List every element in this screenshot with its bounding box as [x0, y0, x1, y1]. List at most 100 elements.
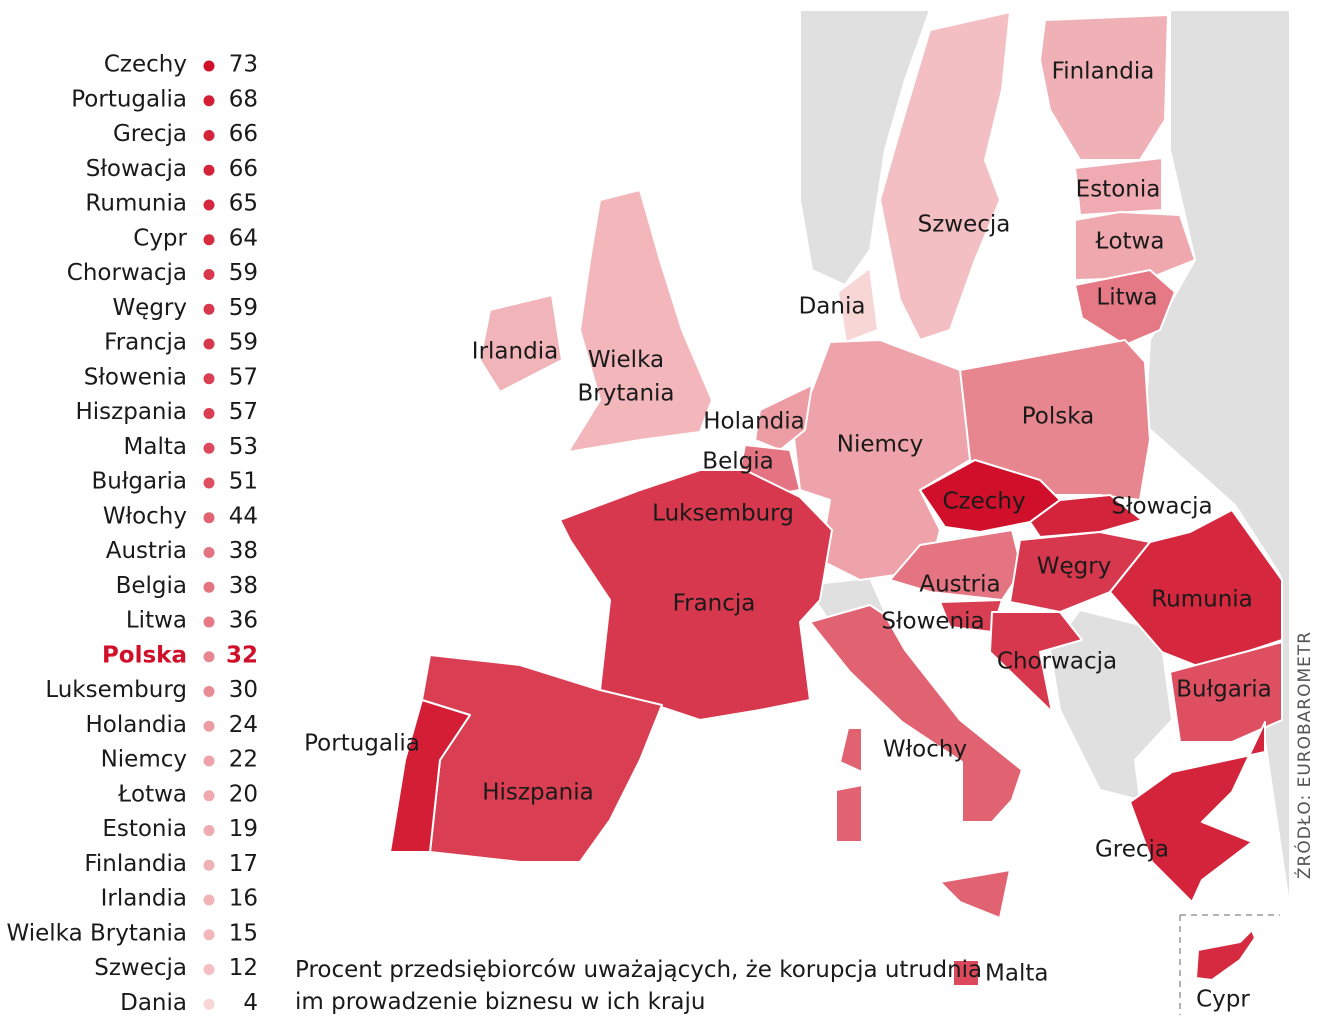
country-value: 64	[229, 225, 258, 251]
country-value: 30	[229, 677, 258, 703]
value-dot	[203, 373, 215, 385]
country-name: Irlandia	[101, 886, 187, 912]
country-name: Łotwa	[117, 781, 187, 807]
country-value: 36	[229, 608, 258, 634]
country-value: 4	[243, 990, 258, 1016]
country-name: Belgia	[116, 573, 187, 599]
country-name: Luksemburg	[45, 677, 187, 703]
region	[479, 294, 563, 393]
country-value: 38	[229, 538, 258, 564]
region	[989, 611, 1083, 713]
country-value: 51	[229, 469, 258, 495]
country-name: Hiszpania	[76, 399, 188, 425]
map-label: Malta	[985, 961, 1048, 987]
region	[837, 267, 879, 343]
country-value: 59	[229, 330, 258, 356]
value-dot	[203, 60, 215, 72]
region	[1169, 641, 1283, 743]
map-label: Polska	[1022, 404, 1095, 430]
country-name: Chorwacja	[67, 260, 187, 286]
non-eu-land	[799, 9, 932, 287]
map-label: Chorwacja	[997, 649, 1117, 675]
source: ŹRÓDŁO: EUROBAROMETR	[1293, 631, 1315, 879]
region	[809, 604, 1023, 823]
value-dot	[203, 95, 215, 107]
value-dot	[203, 616, 215, 628]
map-label: Szwecja	[918, 212, 1011, 238]
country-value: 59	[229, 260, 258, 286]
country-name: Słowenia	[84, 364, 187, 390]
country-name: Wielka Brytania	[6, 920, 187, 946]
region	[1074, 157, 1163, 216]
country-name: Czechy	[104, 52, 187, 78]
map-label: Portugalia	[304, 731, 420, 757]
region	[1074, 211, 1196, 281]
map-label: Włochy	[883, 737, 967, 763]
map-label: Luksemburg	[652, 501, 794, 527]
map-label: Irlandia	[472, 339, 558, 365]
value-dot	[203, 303, 215, 315]
value-dot	[203, 130, 215, 141]
country-value: 44	[229, 503, 258, 529]
country-name: Grecja	[113, 121, 187, 147]
country-name: Słowacja	[86, 156, 187, 182]
value-dot	[203, 720, 215, 732]
region	[559, 469, 833, 721]
map-label: Grecja	[1095, 837, 1169, 863]
value-dot	[203, 790, 215, 802]
country-value: 24	[229, 712, 258, 738]
map-label: Litwa	[1096, 285, 1157, 311]
country-name: Włochy	[103, 503, 187, 529]
country-value: 32	[226, 642, 258, 668]
country-name: Malta	[124, 434, 187, 460]
country-value: 12	[229, 955, 258, 981]
value-dot	[203, 894, 215, 906]
country-name: Litwa	[126, 608, 187, 634]
country-regions	[389, 11, 1283, 987]
value-dot	[203, 199, 215, 211]
region	[835, 784, 863, 843]
value-dot	[203, 269, 215, 280]
country-name: Holandia	[85, 712, 187, 738]
map-label: Austria	[919, 572, 1000, 598]
cyprus-inset-frame	[1179, 914, 1280, 1015]
region	[567, 189, 713, 453]
country-value: 15	[229, 920, 258, 946]
map-label: Hiszpania	[482, 780, 594, 806]
value-dot	[203, 998, 215, 1010]
map-label: Finlandia	[1052, 59, 1155, 85]
country-value: 73	[229, 52, 258, 78]
map-label: Węgry	[1037, 554, 1112, 580]
country-value: 65	[229, 191, 258, 217]
value-dot	[203, 547, 215, 558]
country-name: Francja	[104, 330, 187, 356]
region	[1109, 509, 1283, 668]
region	[1195, 929, 1256, 981]
value-dot	[203, 686, 215, 697]
country-value: 57	[229, 399, 258, 425]
value-dot	[203, 408, 215, 419]
map-label: Cypr	[1196, 987, 1250, 1013]
value-dot	[203, 512, 215, 524]
map-label: Słowenia	[881, 609, 984, 635]
value-dot	[203, 442, 215, 454]
map-label: Wielka Brytania	[577, 347, 674, 406]
value-dot	[203, 338, 215, 350]
region	[1074, 269, 1176, 346]
region	[1039, 14, 1169, 161]
map-label: Holandia	[703, 409, 805, 435]
country-name: Węgry	[112, 295, 187, 321]
map-label: Łotwa	[1095, 229, 1165, 255]
value-dot	[203, 859, 215, 871]
country-name: Szwecja	[94, 955, 187, 981]
country-name: Polska	[102, 642, 187, 668]
region	[1129, 721, 1266, 903]
country-name: Estonia	[102, 816, 187, 842]
non-eu-land	[1048, 608, 1174, 802]
country-name: Bułgaria	[91, 469, 187, 495]
region	[839, 727, 863, 773]
map-label: Estonia	[1076, 177, 1161, 203]
map-labels: Finlandia Estonia Szwecja Łotwa Litwa Da…	[304, 59, 1272, 1013]
value-dot	[203, 651, 215, 663]
